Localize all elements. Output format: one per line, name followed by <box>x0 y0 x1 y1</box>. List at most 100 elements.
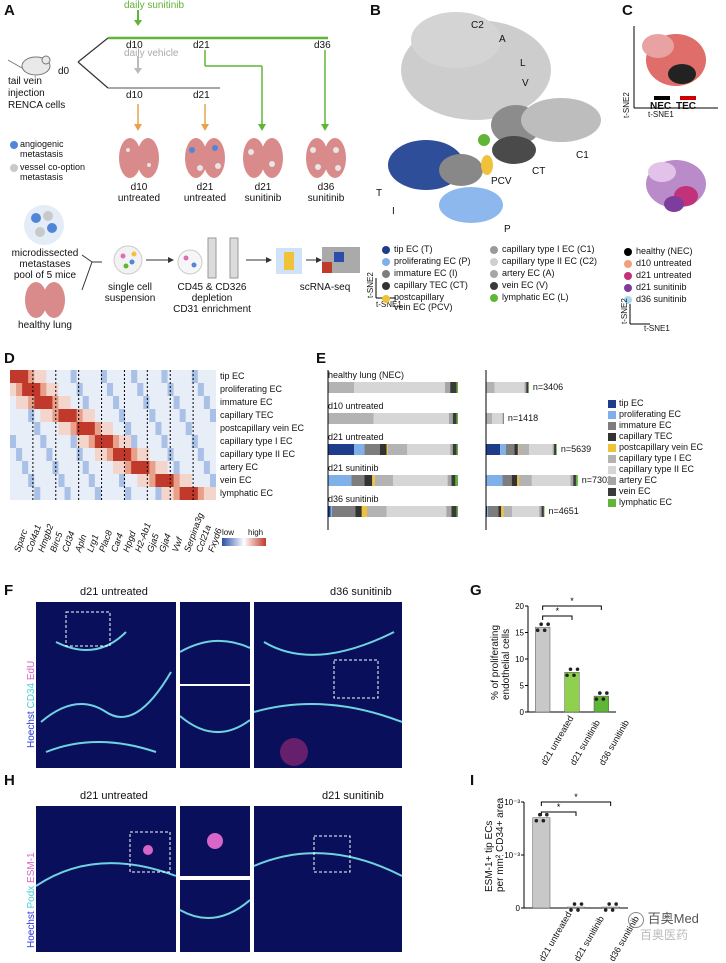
heatmap-cell <box>16 383 23 397</box>
heatmap-cell <box>83 409 90 423</box>
heatmap-cell <box>186 474 193 488</box>
sunitinib-label: daily sunitinib <box>124 0 184 11</box>
heatmap-cell <box>28 409 35 423</box>
heatmap-cell <box>40 396 47 410</box>
heatmap-cell <box>119 422 126 436</box>
axis-tsne2-c: t-SNE2 <box>620 298 629 324</box>
heatmap-cell <box>77 409 84 423</box>
tec-label: TEC <box>676 101 696 112</box>
heatmap-cell <box>210 474 216 488</box>
heatmap-cell <box>113 370 120 384</box>
lung-icon-3 <box>243 138 283 178</box>
micrograph-f-zoom-2 <box>180 686 250 768</box>
heatmap-cell <box>10 435 17 449</box>
heatmap-cell <box>95 383 102 397</box>
heatmap-cell <box>95 448 102 462</box>
heatmap-cell <box>101 422 108 436</box>
heatmap-cell <box>149 474 156 488</box>
heatmap-cell <box>71 370 78 384</box>
proliferating-dot-icon <box>382 258 390 266</box>
heatmap-cell <box>16 474 23 488</box>
heatmap-cell <box>89 370 96 384</box>
lymphatic-dot-icon <box>490 294 498 302</box>
heatmap-cell <box>46 396 53 410</box>
heatmap-cell <box>210 422 216 436</box>
heatmap-cell <box>22 396 29 410</box>
heatmap-cell <box>34 461 41 475</box>
y-tick-label: 15 <box>515 629 524 638</box>
heatmap-cell <box>16 461 23 475</box>
heatmap-cell <box>77 487 84 500</box>
heatmap-cell <box>198 461 205 475</box>
heatmap-cell <box>125 409 132 423</box>
heatmap-cell <box>186 409 193 423</box>
heatmap-cell <box>40 383 47 397</box>
y-tick-label: 4·10⁻³ <box>502 798 520 807</box>
heatmap-cell <box>65 435 72 449</box>
b-legend-left-0: tip EC (T) <box>382 244 433 254</box>
heatmap-cell <box>149 370 156 384</box>
replicate-dot <box>602 697 606 701</box>
micrograph-h-left <box>36 806 176 952</box>
heatmap-cell <box>16 448 23 462</box>
heatmap-cell <box>10 383 17 397</box>
heatmap-cell <box>198 474 205 488</box>
heatmap-cell <box>180 370 187 384</box>
heatmap-cell <box>58 409 65 423</box>
heatmap-cell <box>119 370 126 384</box>
heatmap-cell <box>22 435 29 449</box>
axis-tsne1-c: t-SNE1 <box>644 324 670 333</box>
heatmap-row-label: postcapillary vein EC <box>220 423 304 433</box>
heatmap-cell <box>113 461 120 475</box>
heatmap-cell <box>58 487 65 500</box>
replicate-dot <box>545 813 549 817</box>
scale-high-label: high <box>248 528 263 537</box>
sig-star: * <box>557 802 561 812</box>
heatmap-cell <box>125 422 132 436</box>
e-legend-item: tip EC <box>608 398 644 408</box>
angiogenic-dot-icon <box>10 141 18 149</box>
nec-label: NEC <box>650 101 671 112</box>
heatmap-cell <box>71 461 78 475</box>
heatmap-cell <box>71 422 78 436</box>
heatmap-cell <box>10 448 17 462</box>
legend-swatch-icon <box>608 411 616 419</box>
tsne-label-a: A <box>499 34 506 45</box>
heatmap-cell <box>168 474 175 488</box>
replicate-dot <box>595 697 599 701</box>
heatmap-cell <box>149 409 156 423</box>
heatmap-cell <box>10 370 17 384</box>
heatmap-cell <box>131 409 138 423</box>
heatmap-cell <box>95 396 102 410</box>
heatmap-cell <box>58 435 65 449</box>
heatmap-cell <box>77 461 84 475</box>
heatmap-cell <box>34 370 41 384</box>
heatmap-cell <box>143 487 150 500</box>
heatmap-cell <box>180 474 187 488</box>
heatmap-cell <box>95 487 102 500</box>
heatmap-cell <box>143 409 150 423</box>
heatmap-cell <box>46 383 53 397</box>
tsne-label-t: T <box>376 188 382 199</box>
heatmap-cell <box>143 422 150 436</box>
e-legend-item: proliferating EC <box>608 409 681 419</box>
heatmap-cell <box>210 396 216 410</box>
b-legend-right-3: vein EC (V) <box>490 280 548 290</box>
lung-icon-4 <box>306 138 346 178</box>
e-legend-item: postcapillary vein EC <box>608 442 703 452</box>
x-tick-label: d21 untreated <box>537 910 573 963</box>
heatmap-cell <box>83 370 90 384</box>
c-legend-1: d10 untreated <box>624 258 692 268</box>
replicate-dot <box>569 667 573 671</box>
e-group-label: d21 sunitinib <box>328 463 379 473</box>
heatmap-cell <box>149 396 156 410</box>
heatmap-cell <box>210 435 216 449</box>
tip-ec-dot-icon <box>382 246 390 254</box>
heatmap-cell <box>198 487 205 500</box>
